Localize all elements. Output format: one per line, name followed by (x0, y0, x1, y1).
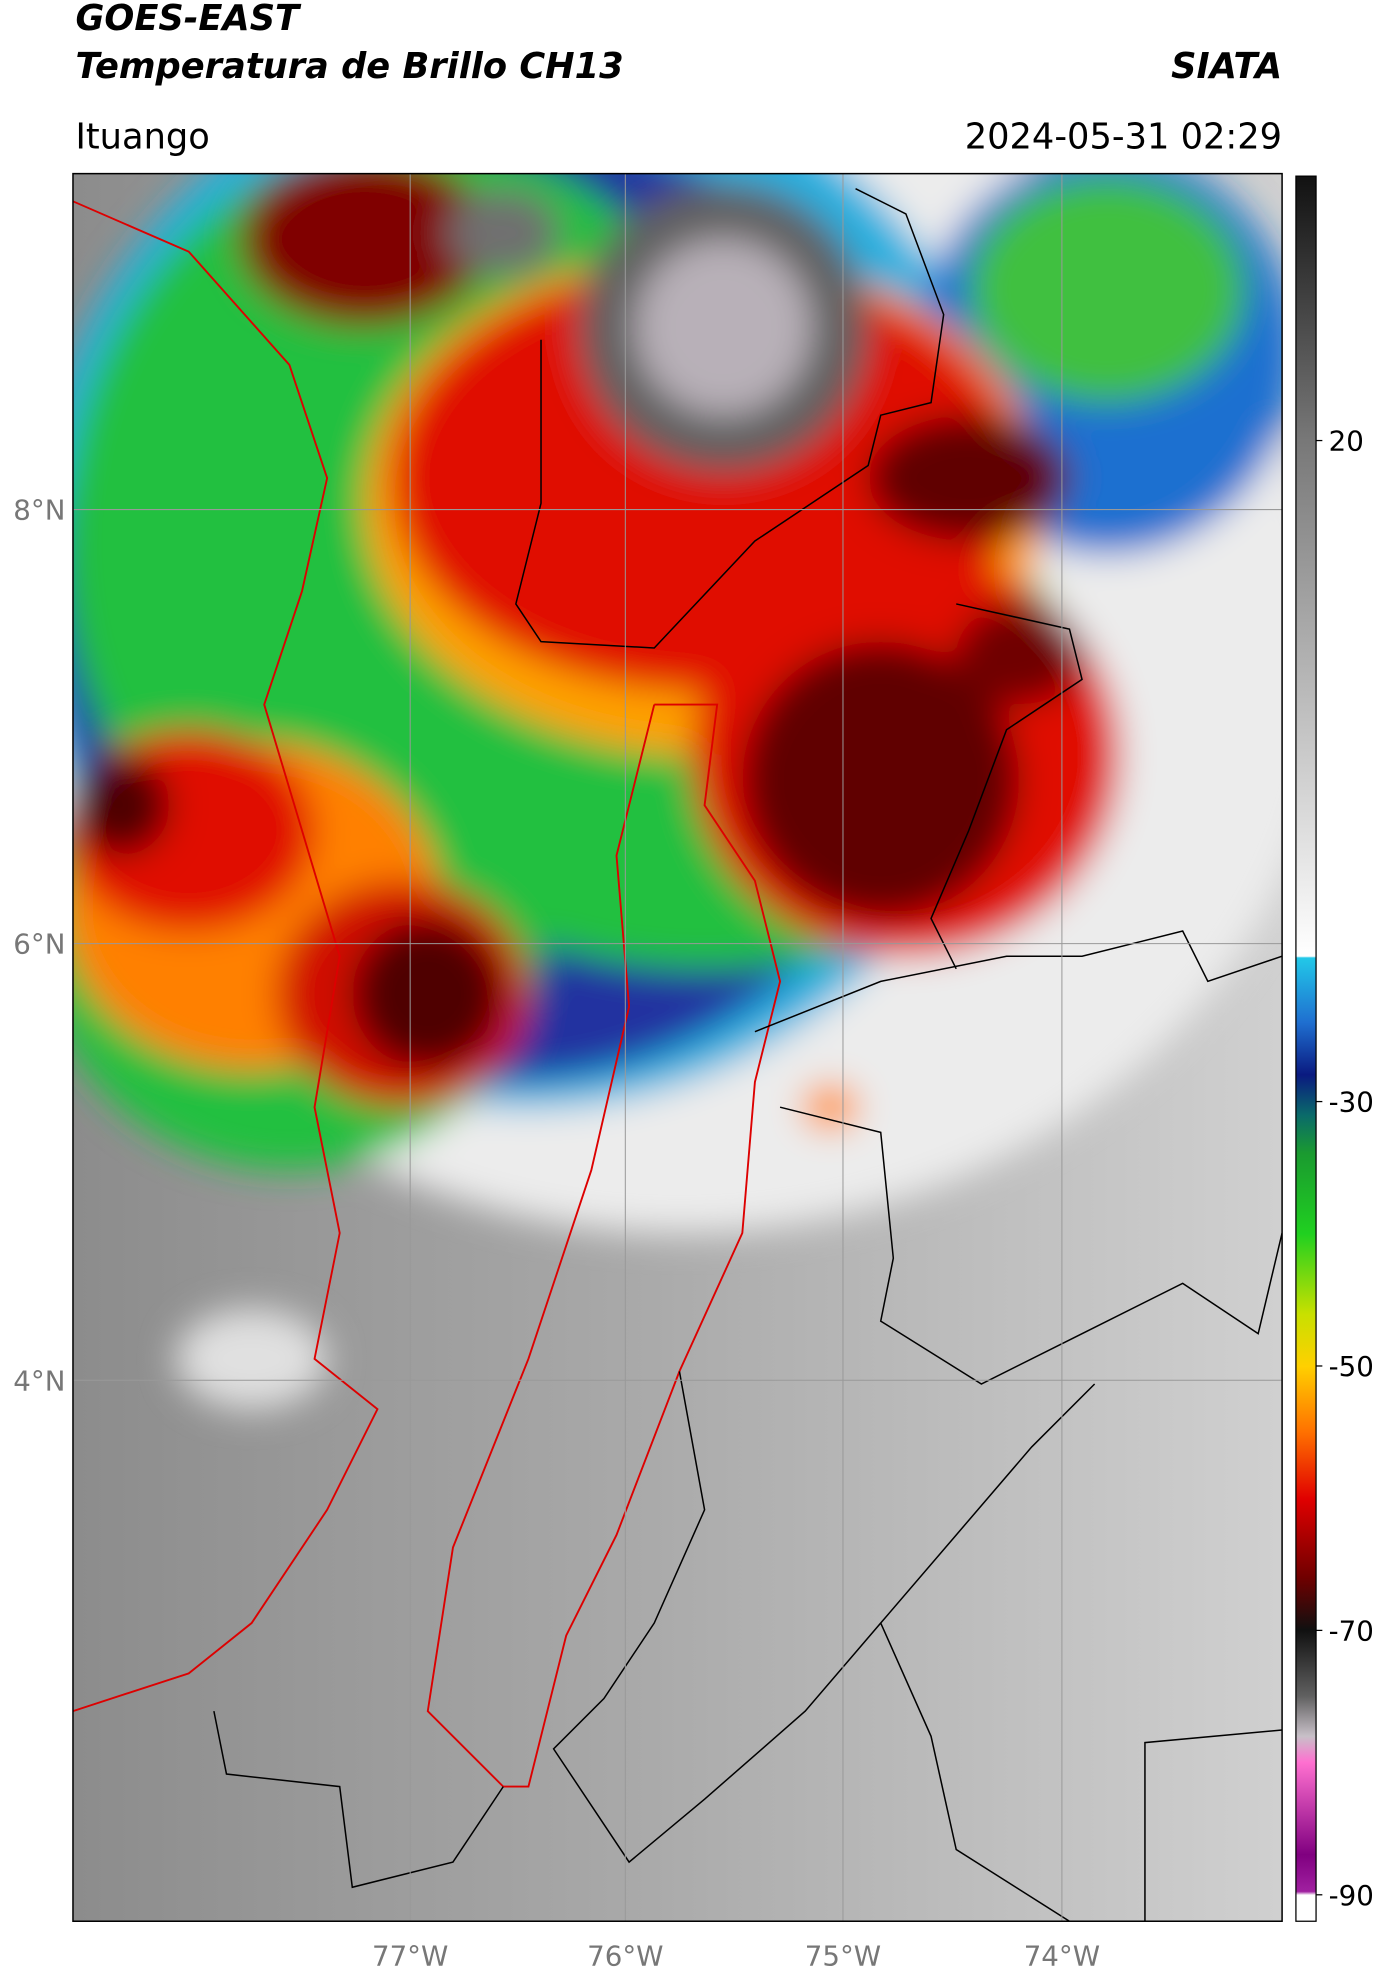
location: Ituango (75, 116, 209, 157)
cloud (176, 1308, 328, 1410)
satellite-title: GOES-EAST (75, 0, 302, 39)
colorbar-tick-label: 20 (1329, 425, 1364, 458)
lat-label: 6°N (13, 928, 65, 961)
border (930, 603, 1083, 970)
labels: 8°N 6°N 4°N 77°W 76°W 75°W 74°W 20 -30 -50 -70 -90 (13, 425, 1374, 1973)
lon-label: 74°W (1024, 1939, 1100, 1972)
colorbar-tick-label: -30 (1329, 1086, 1374, 1119)
border (213, 1710, 504, 1889)
borders (72, 188, 1283, 1922)
cloud-field (72, 173, 1283, 1410)
graticule (72, 173, 1283, 1922)
satellite-map (72, 173, 1283, 1922)
border (779, 1106, 1283, 1385)
border (515, 188, 945, 649)
border (1144, 1729, 1283, 1922)
cloud (742, 641, 1020, 919)
cloud (635, 239, 812, 416)
lat-label: 8°N (13, 494, 65, 527)
cloud (352, 918, 504, 1070)
map-frame (72, 172, 1283, 1922)
cloud (239, 173, 491, 328)
colorbar-tick-label: -90 (1329, 1879, 1374, 1912)
border (754, 930, 1283, 1033)
lon-label: 77°W (372, 1939, 448, 1972)
border (552, 1371, 1096, 1864)
organization: SIATA (1171, 46, 1282, 87)
cloud (446, 188, 560, 277)
cloud (802, 1084, 859, 1130)
cloud (72, 754, 170, 856)
colorbar (1295, 175, 1317, 1922)
lat-label: 4°N (13, 1364, 65, 1397)
coastline (72, 200, 379, 1713)
colorbar-tick-label: -50 (1329, 1350, 1374, 1383)
lon-label: 75°W (805, 1939, 881, 1972)
colorbar-tick-label: -70 (1329, 1614, 1374, 1647)
cloud (868, 415, 1070, 542)
lon-label: 76°W (587, 1939, 663, 1972)
datetime: 2024-05-31 02:29 (965, 116, 1282, 157)
product-title: Temperatura de Brillo CH13 (75, 46, 623, 87)
border (880, 1622, 1070, 1922)
department-border (426, 703, 782, 1788)
cloud (968, 176, 1246, 403)
cloud (956, 603, 1083, 705)
